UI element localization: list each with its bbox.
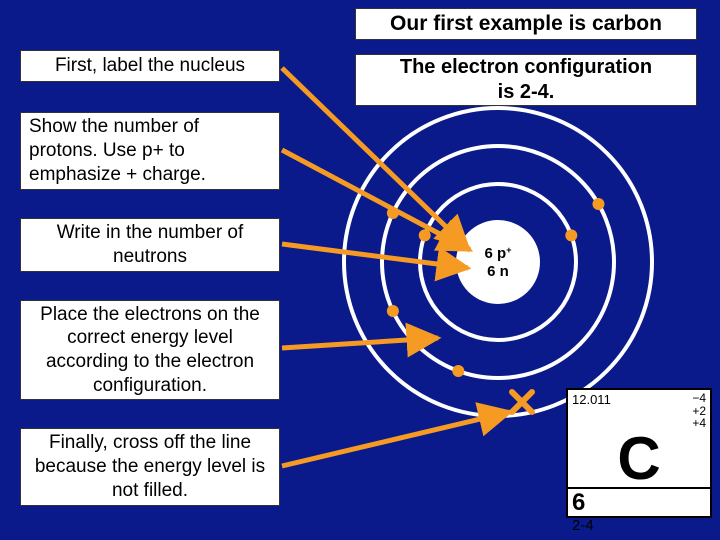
arrow-cross <box>282 412 510 466</box>
electron <box>565 229 577 241</box>
instruction-cross: Finally, cross off the line because the … <box>20 428 280 506</box>
pt-oxidation: −4+2+4 <box>692 392 706 430</box>
subtitle-line2: is 2-4. <box>400 80 652 105</box>
slide-stage: 6 p+6 n Our first example is carbon The … <box>0 0 720 540</box>
instruction-neutrons: Write in the number of neutrons <box>20 218 280 272</box>
title-box: Our first example is carbon <box>355 8 697 40</box>
instruction-label_nucleus: First, label the nucleus <box>20 50 280 82</box>
pt-symbol: C <box>568 430 710 487</box>
electron <box>592 198 604 210</box>
electron <box>419 229 431 241</box>
pt-atomic-number: 6 <box>572 489 706 517</box>
electron <box>387 305 399 317</box>
ring-0 <box>458 222 538 302</box>
arrow-neutrons <box>282 244 468 268</box>
instruction-protons: Show the number of protons. Use p+ to em… <box>20 112 280 190</box>
electron <box>452 365 464 377</box>
subtitle-box: The electron configuration is 2-4. <box>355 54 697 106</box>
periodic-tile: 12.011 −4+2+4 C 6 2-4 <box>566 388 712 518</box>
instruction-electrons: Place the electrons on the correct energ… <box>20 300 280 400</box>
subtitle-line1: The electron configuration <box>400 55 652 80</box>
pt-config: 2-4 <box>572 517 706 534</box>
nucleus-neutrons: 6 n <box>487 263 509 280</box>
pt-mass: 12.011 <box>572 392 611 430</box>
